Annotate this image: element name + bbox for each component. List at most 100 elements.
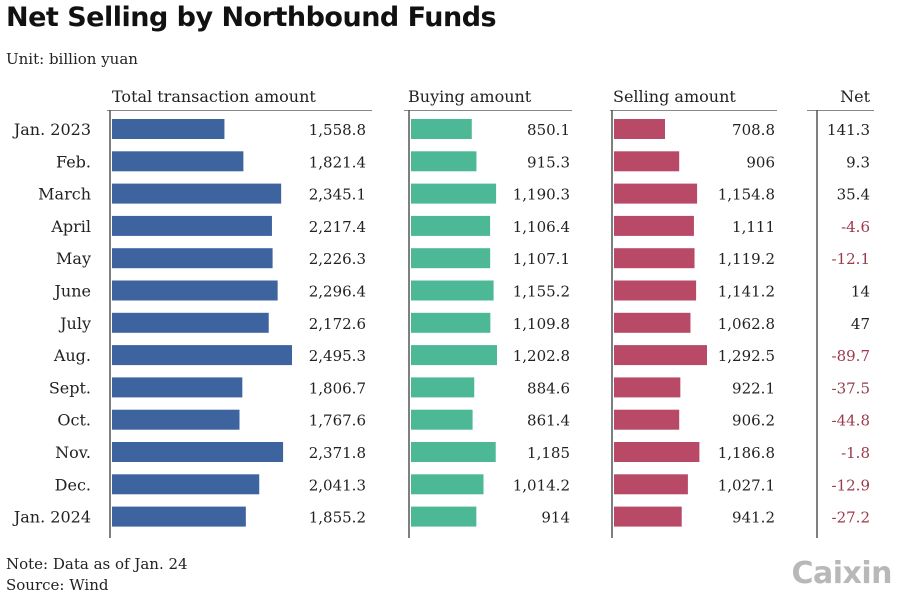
bar-selling bbox=[614, 474, 688, 495]
category-label: March bbox=[38, 185, 91, 204]
value-label-selling: 1,141.2 bbox=[718, 283, 775, 301]
value-label-buying: 1,185 bbox=[527, 444, 570, 462]
value-label-total: 1,558.8 bbox=[309, 121, 366, 139]
bar-total bbox=[112, 215, 272, 236]
bar-total bbox=[112, 442, 284, 462]
bar-total bbox=[112, 119, 225, 139]
bar-total bbox=[112, 312, 269, 333]
value-label-total: 2,172.6 bbox=[309, 315, 366, 333]
value-label-buying: 1,014.2 bbox=[513, 476, 570, 494]
bar-buying bbox=[411, 248, 491, 269]
bar-selling bbox=[614, 183, 698, 204]
category-label: Sept. bbox=[49, 378, 91, 397]
value-label-selling: 1,186.8 bbox=[718, 444, 775, 462]
bar-total bbox=[112, 183, 282, 204]
value-label-net: -12.1 bbox=[832, 250, 870, 268]
value-label-net: -89.7 bbox=[832, 347, 870, 365]
category-label: May bbox=[56, 249, 91, 268]
value-label-net: -44.8 bbox=[832, 412, 870, 430]
category-label: Jan. 2024 bbox=[12, 508, 91, 527]
value-label-selling: 1,154.8 bbox=[718, 186, 775, 204]
bar-buying bbox=[411, 215, 491, 236]
category-label: June bbox=[53, 282, 92, 301]
value-label-total: 2,217.4 bbox=[309, 218, 366, 236]
category-label: Oct. bbox=[57, 411, 91, 430]
bar-buying bbox=[411, 474, 484, 495]
bar-buying bbox=[411, 409, 473, 430]
bar-total bbox=[112, 248, 273, 269]
bar-total bbox=[112, 280, 278, 301]
value-label-net: -4.6 bbox=[841, 218, 870, 236]
value-label-selling: 906 bbox=[746, 153, 775, 171]
value-label-total: 2,345.1 bbox=[309, 186, 366, 204]
value-label-selling: 1,062.8 bbox=[718, 315, 775, 333]
bar-selling bbox=[614, 506, 682, 527]
category-label: Nov. bbox=[55, 443, 91, 462]
category-label: Feb. bbox=[56, 152, 91, 171]
value-label-net: 35.4 bbox=[837, 186, 870, 204]
bar-total bbox=[112, 345, 292, 366]
value-label-net: -1.8 bbox=[841, 444, 870, 462]
series-header-buying: Buying amount bbox=[408, 87, 532, 106]
value-label-buying: 915.3 bbox=[527, 153, 570, 171]
chart-title: Net Selling by Northbound Funds bbox=[6, 2, 497, 33]
value-label-buying: 850.1 bbox=[527, 121, 570, 139]
bar-selling bbox=[614, 409, 680, 430]
caixin-logo: Caixin bbox=[791, 556, 892, 591]
value-label-selling: 708.8 bbox=[732, 121, 775, 139]
bar-selling bbox=[614, 442, 700, 462]
value-label-total: 1,855.2 bbox=[309, 509, 366, 527]
bar-buying bbox=[411, 506, 477, 527]
series-header-selling: Selling amount bbox=[613, 87, 736, 106]
value-label-net: 141.3 bbox=[827, 121, 870, 139]
series-header-total: Total transaction amount bbox=[112, 87, 316, 106]
value-label-buying: 1,190.3 bbox=[513, 186, 570, 204]
bar-selling bbox=[614, 312, 691, 333]
value-label-buying: 1,106.4 bbox=[513, 218, 570, 236]
value-label-net: 14 bbox=[851, 283, 870, 301]
bar-buying bbox=[411, 312, 491, 333]
value-label-buying: 1,202.8 bbox=[513, 347, 570, 365]
category-label: April bbox=[50, 217, 91, 236]
series-header-net: Net bbox=[840, 87, 870, 106]
bar-selling bbox=[614, 248, 695, 269]
value-label-buying: 1,109.8 bbox=[513, 315, 570, 333]
category-label: Jan. 2023 bbox=[12, 120, 91, 139]
category-label: Dec. bbox=[55, 475, 91, 494]
category-label: Aug. bbox=[53, 346, 91, 365]
bar-total bbox=[112, 377, 243, 398]
value-label-selling: 922.1 bbox=[732, 379, 775, 397]
value-label-buying: 884.6 bbox=[527, 379, 570, 397]
value-label-total: 2,296.4 bbox=[309, 283, 366, 301]
value-label-net: -37.5 bbox=[832, 379, 870, 397]
value-label-selling: 1,027.1 bbox=[718, 476, 775, 494]
bar-buying bbox=[411, 280, 494, 301]
bar-buying bbox=[411, 377, 475, 398]
value-label-total: 2,041.3 bbox=[309, 476, 366, 494]
unit-label: Unit: billion yuan bbox=[6, 50, 138, 68]
note-text: Note: Data as of Jan. 24 bbox=[6, 555, 188, 573]
value-label-total: 2,226.3 bbox=[309, 250, 366, 268]
bar-selling bbox=[614, 377, 681, 398]
value-label-selling: 906.2 bbox=[732, 412, 775, 430]
bar-selling bbox=[614, 119, 666, 139]
bar-buying bbox=[411, 119, 472, 139]
value-label-selling: 1,111 bbox=[732, 218, 775, 236]
value-label-total: 2,495.3 bbox=[309, 347, 366, 365]
value-label-buying: 914 bbox=[541, 509, 570, 527]
category-label: July bbox=[58, 314, 91, 333]
value-label-buying: 1,107.1 bbox=[513, 250, 570, 268]
bar-total bbox=[112, 151, 244, 172]
value-label-selling: 1,292.5 bbox=[718, 347, 775, 365]
bar-selling bbox=[614, 280, 697, 301]
value-label-buying: 1,155.2 bbox=[513, 283, 570, 301]
value-label-selling: 1,119.2 bbox=[718, 250, 775, 268]
value-label-net: -27.2 bbox=[832, 509, 870, 527]
value-label-total: 1,821.4 bbox=[309, 153, 366, 171]
value-label-total: 2,371.8 bbox=[309, 444, 366, 462]
bar-total bbox=[112, 506, 246, 527]
bar-selling bbox=[614, 215, 694, 236]
value-label-net: -12.9 bbox=[832, 476, 870, 494]
bar-buying bbox=[411, 183, 497, 204]
